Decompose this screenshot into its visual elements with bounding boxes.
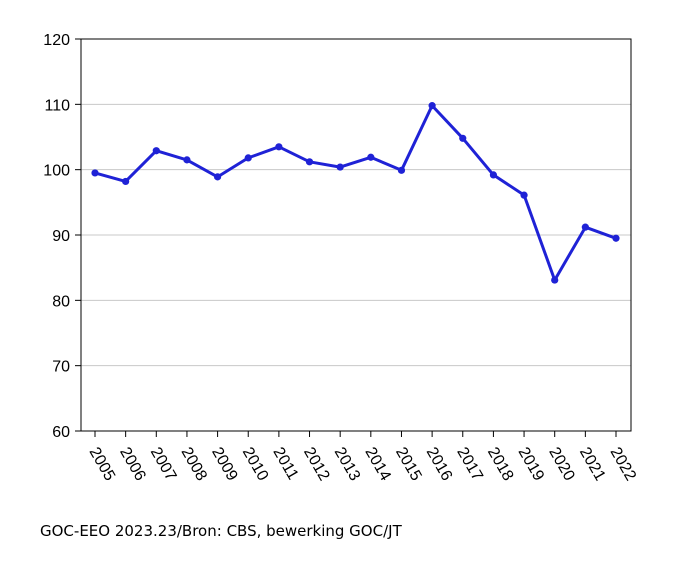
x-tick-label: 2022 <box>607 445 640 484</box>
x-tick-label: 2006 <box>116 445 149 484</box>
x-tick-label: 2017 <box>453 445 486 484</box>
data-point-2008 <box>183 156 191 164</box>
data-point-2005 <box>91 169 99 177</box>
y-tick-label: 90 <box>52 228 70 245</box>
x-tick-label: 2019 <box>515 445 548 484</box>
y-tick-label: 110 <box>44 97 70 114</box>
x-tick-label: 2012 <box>300 445 333 484</box>
y-tick-label: 80 <box>52 293 70 310</box>
data-point-2016 <box>428 102 436 110</box>
x-tick-label: 2018 <box>484 445 517 484</box>
source-note: GOC-EEO 2023.23/Bron: CBS, bewerking GOC… <box>40 522 402 540</box>
x-tick-label: 2007 <box>147 445 180 484</box>
x-tick-label: 2013 <box>331 445 364 484</box>
gridlines <box>81 103 631 367</box>
x-tick-label: 2009 <box>208 445 241 484</box>
data-point-2021 <box>581 223 589 231</box>
x-tick-label: 2008 <box>177 445 210 484</box>
y-tick-label: 100 <box>43 163 70 180</box>
series-line <box>94 104 617 282</box>
x-tick-label: 2015 <box>392 445 425 484</box>
data-point-2020 <box>551 276 559 284</box>
data-point-2007 <box>152 147 160 155</box>
data-point-2013 <box>336 163 344 171</box>
data-point-2006 <box>122 177 130 186</box>
x-tick-label: 2014 <box>361 445 394 484</box>
data-point-2011 <box>275 143 283 151</box>
data-point-2018 <box>489 171 498 179</box>
y-tick-label: 120 <box>43 32 70 49</box>
data-point-2014 <box>367 153 375 161</box>
data-point-2019 <box>520 191 528 199</box>
x-tick-label: 2005 <box>86 445 119 484</box>
data-point-2017 <box>459 134 467 142</box>
x-tick-label: 2016 <box>423 445 456 484</box>
data-point-2015 <box>397 166 406 174</box>
y-tick-label: 60 <box>52 424 70 441</box>
data-point-2012 <box>305 158 314 166</box>
x-tick-label: 2020 <box>545 445 578 484</box>
x-tick-label: 2021 <box>576 445 609 484</box>
x-tick-label: 2010 <box>239 445 272 484</box>
data-point-2009 <box>213 173 222 181</box>
data-series <box>91 102 620 284</box>
data-point-2022 <box>612 234 620 242</box>
y-tick-label: 70 <box>52 359 70 376</box>
data-point-2010 <box>244 154 252 162</box>
x-tick-label: 2011 <box>269 445 301 483</box>
axes: 6070809010011012020052006200720082009201… <box>43 32 639 484</box>
